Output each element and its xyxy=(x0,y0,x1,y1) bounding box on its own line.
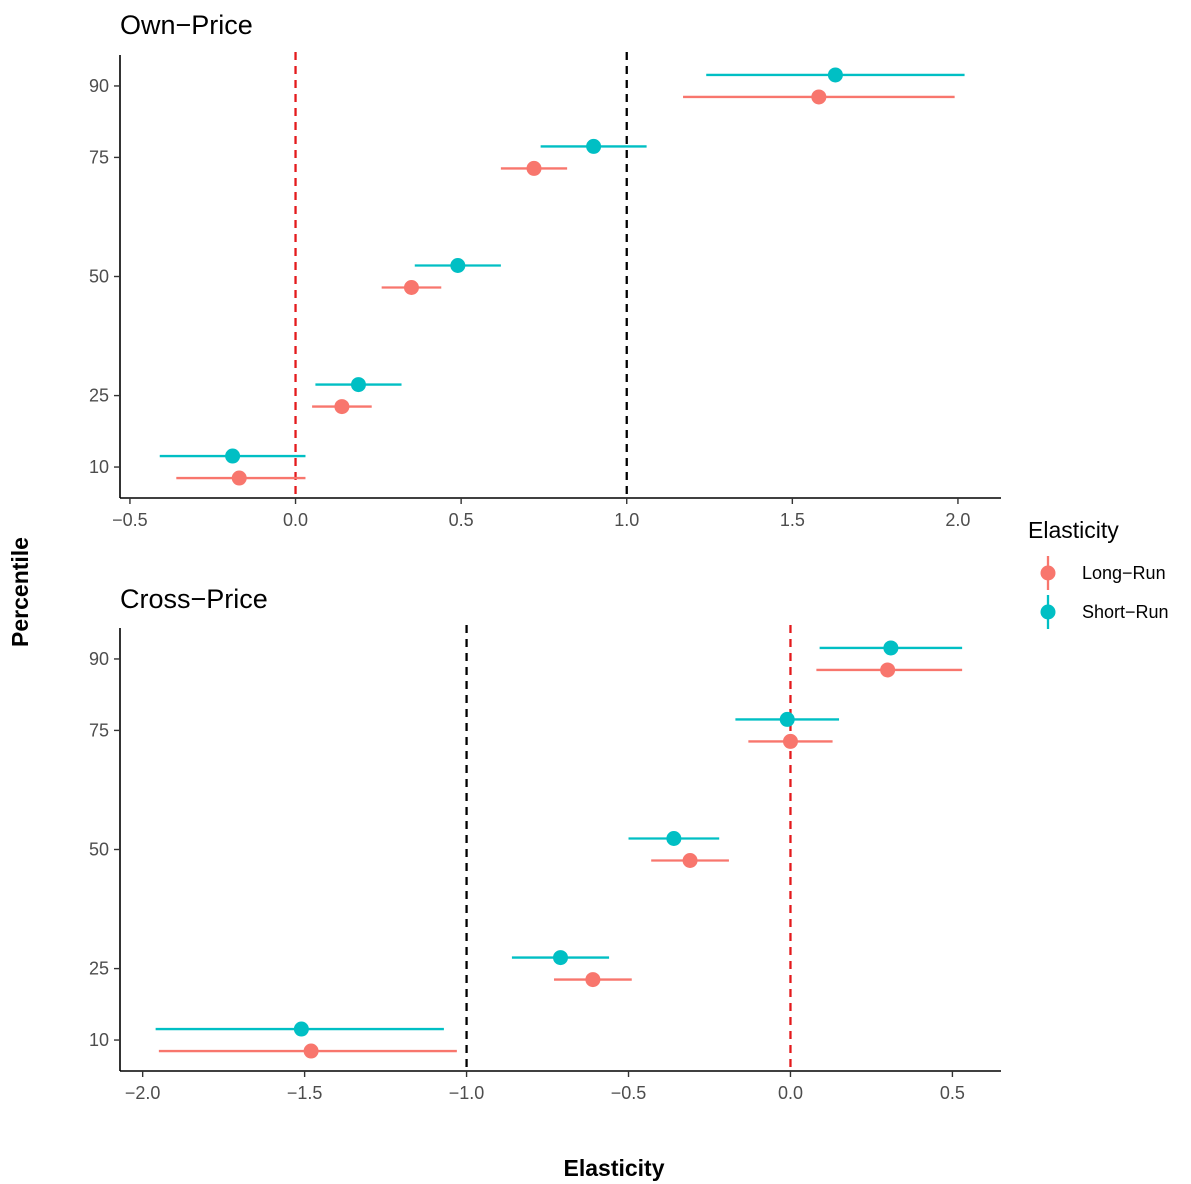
y-tick-label: 75 xyxy=(89,720,109,740)
data-point xyxy=(880,662,896,678)
data-point xyxy=(350,377,366,393)
y-tick-label: 10 xyxy=(89,1030,109,1050)
data-point xyxy=(303,1043,319,1059)
x-tick-label: 0.0 xyxy=(283,510,308,530)
data-point xyxy=(403,280,419,295)
data-point xyxy=(293,1021,309,1037)
data-point xyxy=(883,640,899,656)
data-point xyxy=(526,160,542,176)
legend-label: Short−Run xyxy=(1082,602,1169,622)
y-axis-title: Percentile xyxy=(7,537,33,647)
series-long-run xyxy=(158,662,963,1059)
data-point xyxy=(779,711,795,727)
y-tick-label: 75 xyxy=(89,147,109,167)
legend-entry-long-run: Long−Run xyxy=(1040,556,1166,590)
panels: Own−Price 10 25 50 75 90 −0.5 0.0 0.5 1.0 1.5 2.0 Cr… xyxy=(89,10,1001,1103)
data-point xyxy=(827,67,843,83)
x-tick-label: 0.5 xyxy=(940,1083,965,1103)
x-tick-label: 1.0 xyxy=(614,510,639,530)
data-point xyxy=(225,448,241,464)
panel-cross-price: Cross−Price 10 25 50 75 90 −2.0 −1.5 −1.0 −0.5 0.0… xyxy=(89,584,1001,1103)
x-tick-label: 0.5 xyxy=(449,510,474,530)
x-tick-label: 0.0 xyxy=(778,1083,803,1103)
legend-key-point xyxy=(1040,565,1056,581)
panel-own-price: Own−Price 10 25 50 75 90 −0.5 0.0 0.5 1.0 1.5 2.0 xyxy=(89,10,1001,530)
data-point xyxy=(450,258,466,273)
data-point xyxy=(334,399,350,415)
x-tick-label: −1.5 xyxy=(287,1083,323,1103)
legend-entries: Long−Run Short−Run xyxy=(1040,556,1169,629)
data-point xyxy=(586,138,602,154)
legend-key-point xyxy=(1040,604,1056,620)
legend-title: Elasticity xyxy=(1028,517,1119,543)
x-axis-title: Elasticity xyxy=(564,1155,665,1181)
x-tick-label: 2.0 xyxy=(945,510,970,530)
x-tick-label: −0.5 xyxy=(611,1083,647,1103)
series-short-run xyxy=(159,67,965,464)
data-point xyxy=(811,89,827,105)
y-tick-label: 10 xyxy=(89,457,109,477)
legend: Elasticity Long−Run Short−Run xyxy=(1028,517,1169,629)
series-short-run xyxy=(155,640,963,1037)
y-tick-label: 90 xyxy=(89,649,109,669)
legend-entry-short-run: Short−Run xyxy=(1040,595,1169,629)
y-tick-label: 90 xyxy=(89,76,109,96)
x-tick-label: −2.0 xyxy=(125,1083,161,1103)
data-point xyxy=(682,853,698,868)
data-point xyxy=(231,470,247,486)
data-point xyxy=(585,972,601,988)
panel-title: Own−Price xyxy=(120,10,253,40)
panel-title: Cross−Price xyxy=(120,584,268,614)
x-tick-label: −0.5 xyxy=(112,510,148,530)
data-point xyxy=(553,950,568,966)
series-long-run xyxy=(176,89,955,486)
x-tick-label: 1.5 xyxy=(780,510,805,530)
x-tick-label: −1.0 xyxy=(449,1083,485,1103)
data-point xyxy=(782,733,798,749)
legend-label: Long−Run xyxy=(1082,563,1166,583)
y-tick-label: 25 xyxy=(89,386,109,406)
y-tick-label: 50 xyxy=(89,267,109,287)
data-point xyxy=(666,831,682,846)
y-tick-label: 25 xyxy=(89,959,109,979)
y-tick-label: 50 xyxy=(89,840,109,860)
